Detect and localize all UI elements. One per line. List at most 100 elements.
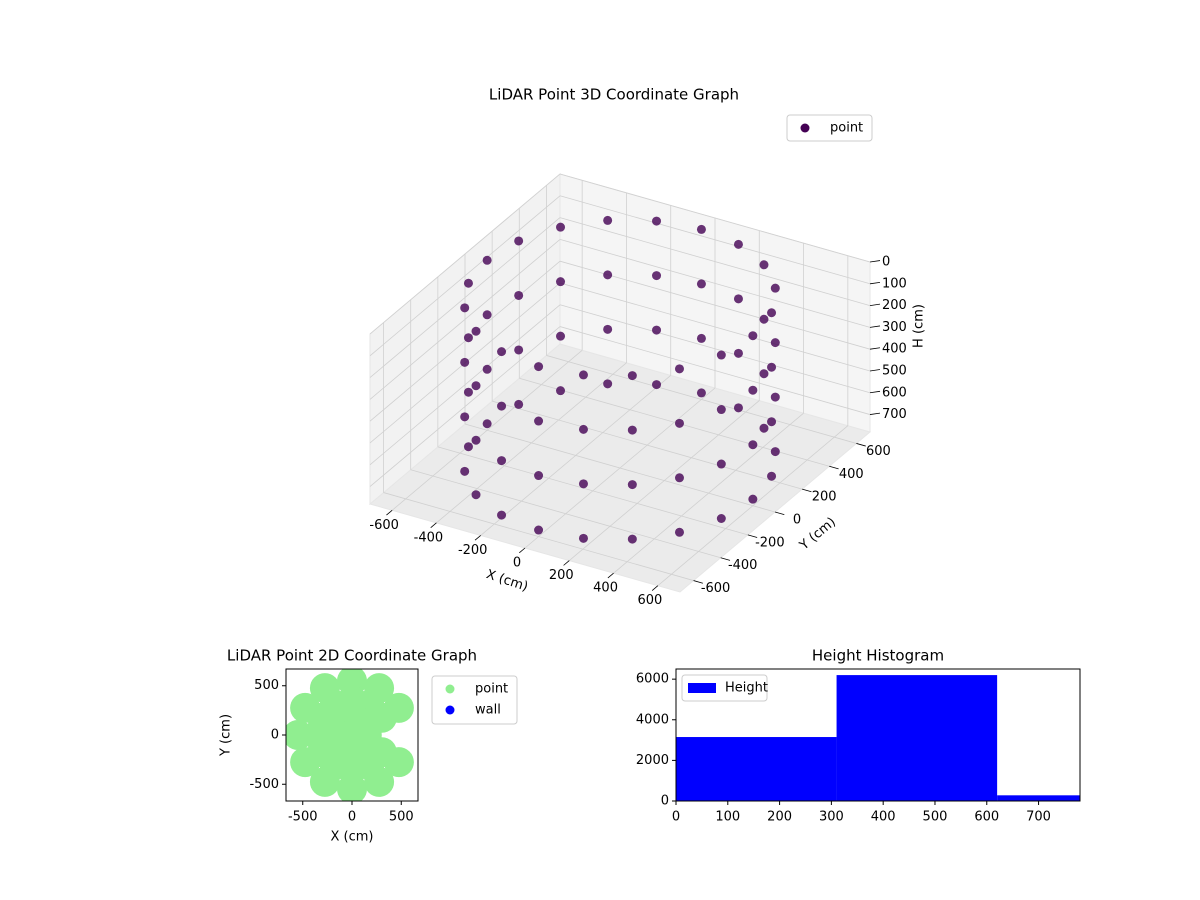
point bbox=[463, 387, 473, 397]
point bbox=[716, 405, 726, 415]
z-tick-label: 400 bbox=[882, 342, 907, 357]
point bbox=[497, 401, 507, 411]
legend-marker bbox=[445, 705, 455, 715]
z-tick bbox=[869, 412, 881, 415]
point bbox=[497, 347, 507, 357]
x-tick-label: 0 bbox=[672, 810, 680, 825]
plot-frame bbox=[675, 668, 1081, 802]
y-tick bbox=[856, 443, 866, 447]
point bbox=[460, 357, 470, 367]
grid-line bbox=[546, 355, 857, 444]
point bbox=[767, 362, 777, 372]
point bbox=[471, 381, 481, 391]
point bbox=[770, 283, 780, 293]
grid-line bbox=[369, 304, 561, 466]
x-tick bbox=[563, 560, 570, 566]
x-axis-label: X (cm) bbox=[484, 567, 530, 595]
x-tick-label: 300 bbox=[819, 810, 844, 825]
point bbox=[696, 279, 706, 289]
point bbox=[482, 310, 492, 320]
point bbox=[748, 331, 758, 341]
point bbox=[578, 533, 588, 543]
grid-line bbox=[369, 195, 561, 357]
y-tick-label: 500 bbox=[254, 678, 279, 693]
x-tick-label: 500 bbox=[389, 810, 414, 825]
point bbox=[578, 479, 588, 489]
z-tick-label: 200 bbox=[882, 298, 907, 313]
z-tick-label: 0 bbox=[882, 255, 890, 270]
point bbox=[534, 471, 544, 481]
y-tick-label: 4000 bbox=[636, 712, 669, 727]
point bbox=[514, 290, 524, 300]
point bbox=[578, 370, 588, 380]
point bbox=[482, 255, 492, 265]
legend-label: point bbox=[830, 121, 863, 136]
point bbox=[534, 525, 544, 535]
point bbox=[578, 424, 588, 434]
point bbox=[514, 399, 524, 409]
z-tick bbox=[869, 281, 881, 285]
point bbox=[674, 418, 684, 428]
point bbox=[759, 314, 769, 324]
y-tick bbox=[802, 488, 812, 493]
y-tick-label: 400 bbox=[839, 467, 864, 482]
x-tick-label: 600 bbox=[637, 593, 662, 608]
point bbox=[696, 224, 706, 234]
z-axis-label: H (cm) bbox=[912, 304, 927, 348]
grid-line bbox=[559, 195, 871, 285]
grid-line bbox=[559, 217, 871, 306]
point bbox=[471, 326, 481, 336]
y-axis-label: Y (cm) bbox=[796, 515, 839, 554]
x-tick-label: 400 bbox=[871, 810, 896, 825]
plot-area bbox=[676, 675, 1080, 801]
x-tick-label: 600 bbox=[974, 810, 999, 825]
point bbox=[652, 271, 662, 281]
point bbox=[460, 412, 470, 422]
grid-line bbox=[369, 239, 561, 400]
grid-line bbox=[559, 238, 871, 328]
z-tick bbox=[869, 390, 881, 394]
point bbox=[603, 215, 613, 225]
x-tick bbox=[607, 572, 614, 579]
point bbox=[748, 494, 758, 504]
point bbox=[556, 222, 566, 232]
plot-area bbox=[286, 669, 414, 801]
grid-line bbox=[464, 423, 776, 513]
point bbox=[748, 385, 758, 395]
y-tick-label: 200 bbox=[812, 490, 837, 505]
z-tick bbox=[869, 303, 881, 306]
point bbox=[759, 423, 769, 433]
legend-marker bbox=[445, 684, 455, 694]
point bbox=[556, 277, 566, 287]
point bbox=[460, 303, 470, 313]
point bbox=[767, 308, 777, 318]
point bbox=[463, 278, 473, 288]
y-tick-label: 6000 bbox=[636, 672, 669, 687]
point bbox=[674, 527, 684, 537]
point bbox=[759, 260, 769, 270]
y-tick-label: 0 bbox=[271, 728, 279, 743]
z-tick bbox=[869, 260, 881, 263]
x-tick bbox=[430, 522, 437, 528]
point bbox=[759, 369, 769, 379]
grid-line bbox=[410, 469, 721, 559]
x-tick-label: 0 bbox=[348, 810, 356, 825]
point bbox=[603, 324, 613, 334]
grid-line bbox=[369, 173, 561, 335]
point bbox=[767, 471, 777, 481]
x-tick-label: 200 bbox=[549, 568, 574, 583]
grid-line bbox=[559, 282, 871, 372]
point bbox=[463, 333, 473, 343]
point bbox=[627, 371, 637, 381]
y-tick bbox=[774, 511, 785, 516]
x-tick-label: 400 bbox=[593, 581, 618, 596]
point bbox=[497, 456, 507, 466]
legend-label: wall bbox=[475, 703, 501, 718]
grid-line bbox=[437, 446, 748, 536]
grid-line bbox=[369, 326, 561, 487]
point bbox=[603, 379, 613, 389]
x-tick-label: 0 bbox=[513, 556, 521, 571]
x-tick-label: 200 bbox=[767, 810, 792, 825]
point bbox=[627, 425, 637, 435]
